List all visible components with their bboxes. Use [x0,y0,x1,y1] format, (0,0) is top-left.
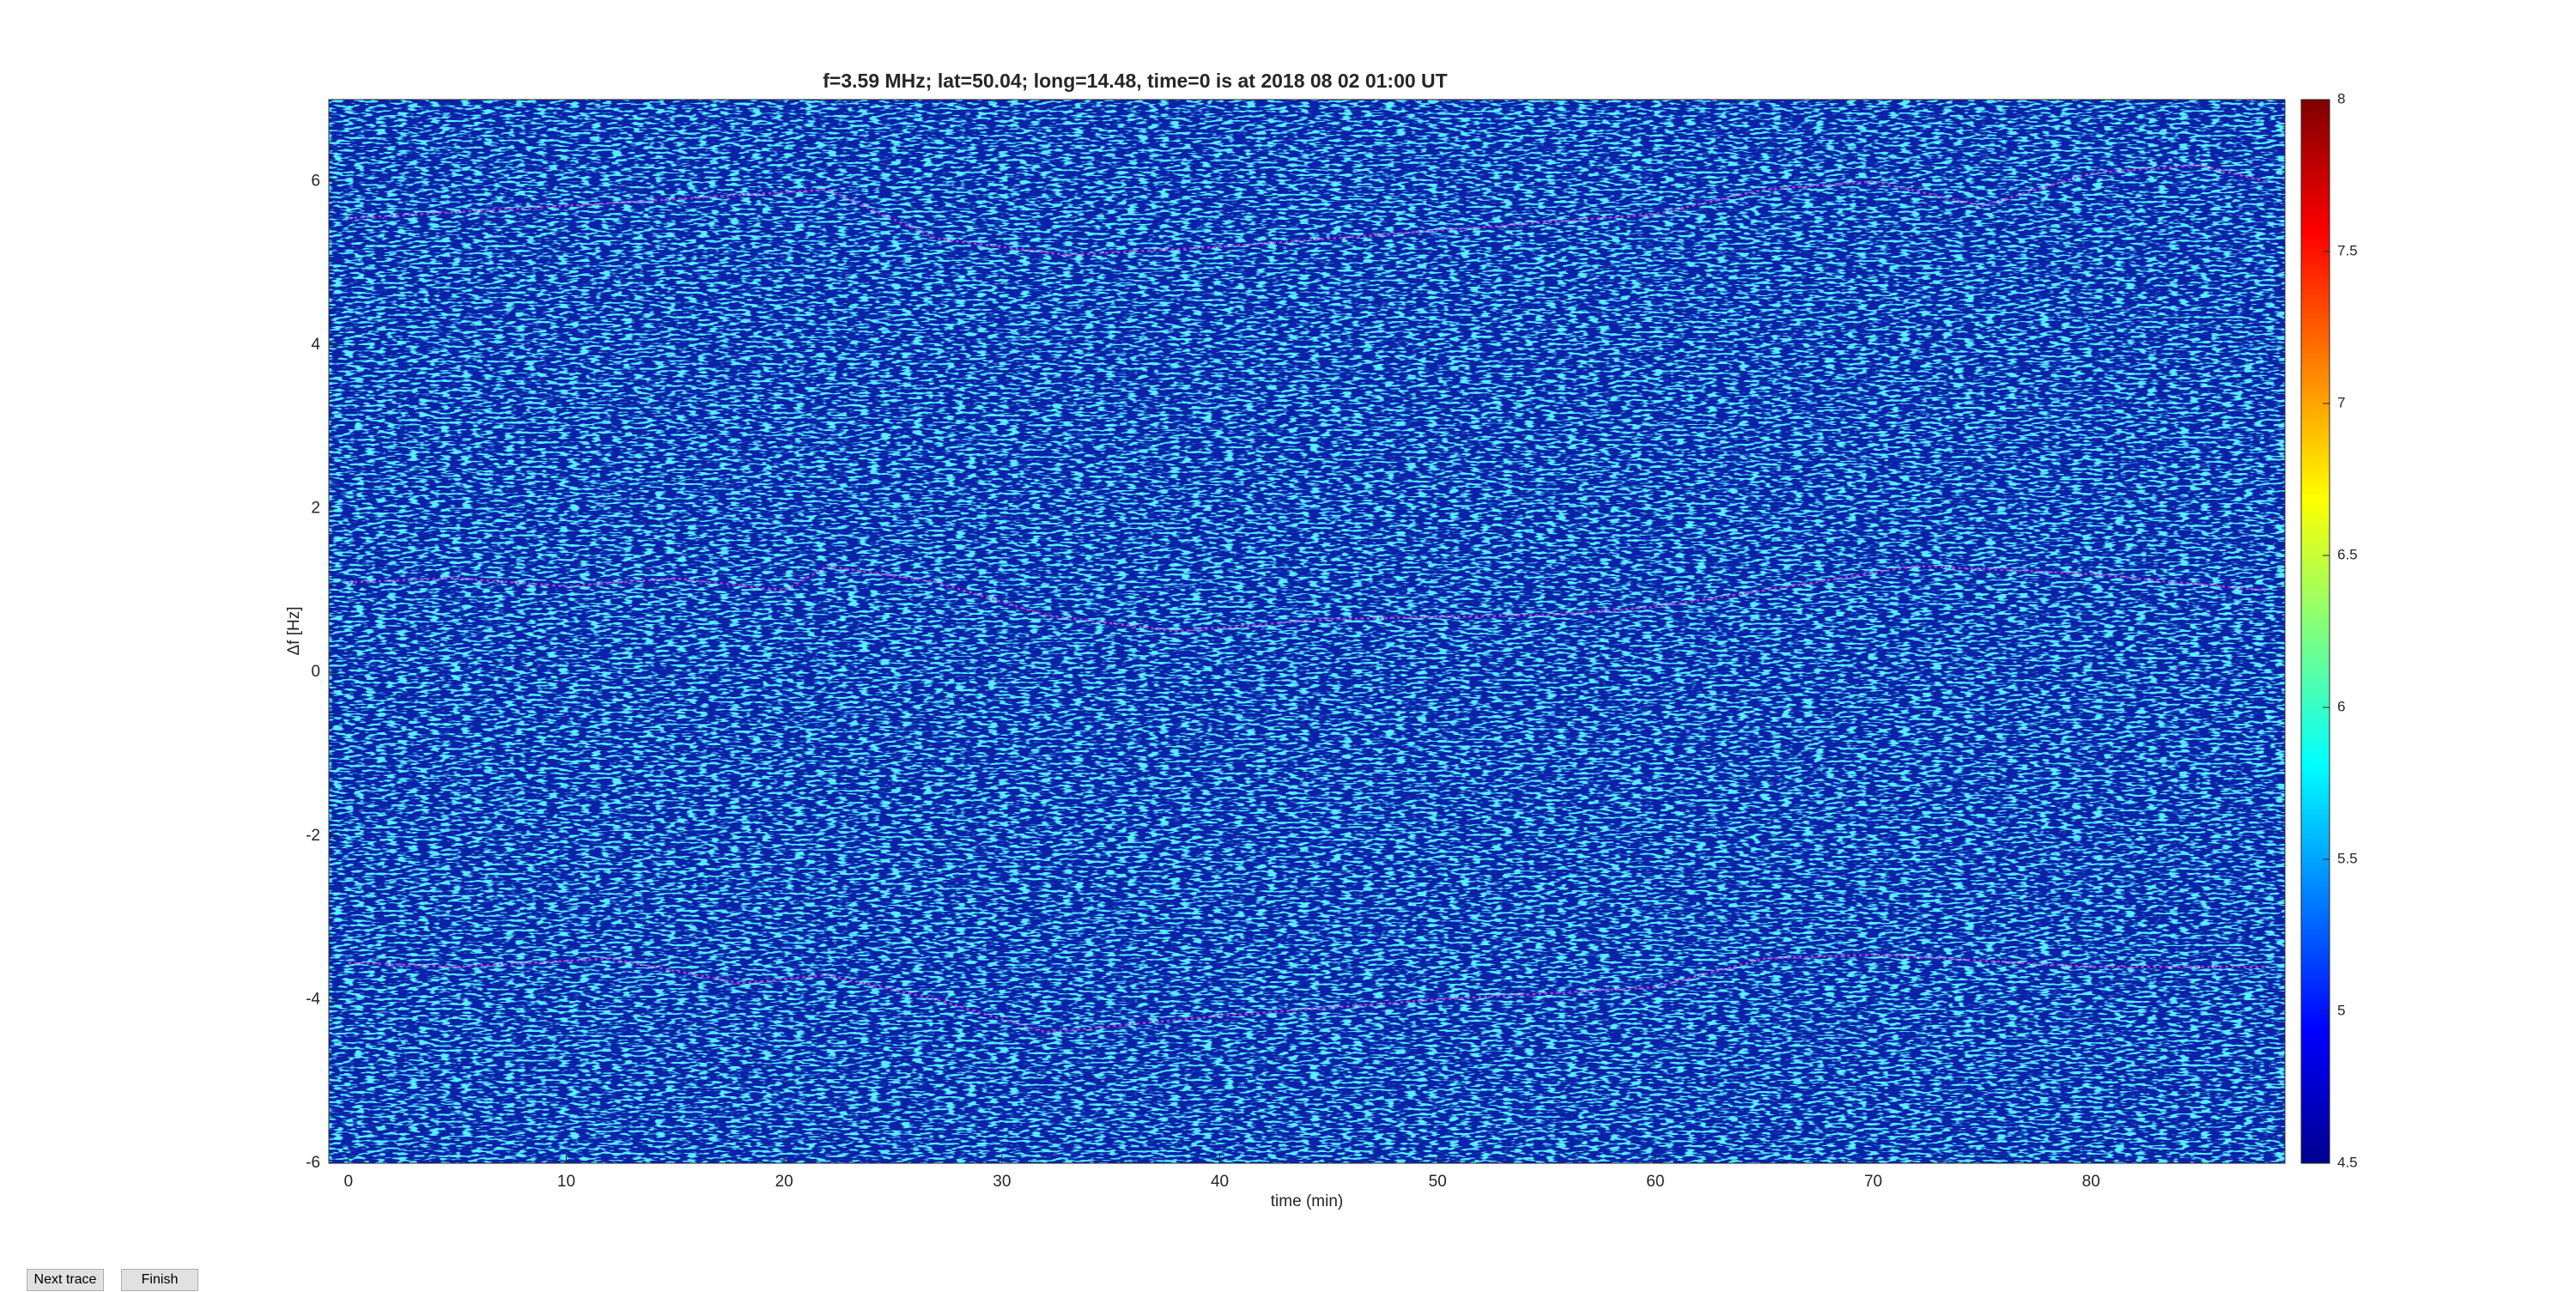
x-tick-label: 40 [1211,1173,1229,1191]
trace-line [348,564,2266,633]
finish-button[interactable]: Finish [121,1269,198,1291]
colorbar-tick-label: 4.5 [2337,1154,2358,1170]
colorbar-tick-label: 6.5 [2337,546,2358,562]
x-tick-label: 30 [993,1173,1011,1191]
y-tick-label: 2 [311,500,320,518]
y-tick-label: -2 [306,827,320,845]
chart-title: f=3.59 MHz; lat=50.04; long=14.48, time=… [823,70,1447,92]
trace-line [348,953,2266,1034]
y-tick-label: 4 [311,336,320,354]
x-tick-label: 70 [1864,1173,1882,1191]
x-tick-label: 80 [2082,1173,2100,1191]
colorbar-tick-label: 8 [2337,90,2345,106]
colorbar [2300,99,2330,1164]
plot-frame [328,99,2286,1164]
colorbar-tick-label: 6 [2337,698,2345,714]
spectrogram-noise [329,100,2285,1163]
colorbar-tick-label: 7.5 [2337,242,2358,258]
colorbar-tick-label: 5 [2337,1002,2345,1018]
next-trace-button[interactable]: Next trace [27,1269,104,1291]
colorbar-tick-label: 5.5 [2337,850,2358,866]
page: f=3.59 MHz; lat=50.04; long=14.48, time=… [27,70,2358,1291]
x-tick-label: 10 [557,1173,575,1191]
colorbar-tick-label: 7 [2337,394,2345,410]
y-tick-label: -4 [306,990,320,1008]
trace-line [348,163,2266,257]
x-axis-label: time (min) [1271,1192,1343,1210]
y-tick-label: 6 [311,172,320,190]
chart: f=3.59 MHz; lat=50.04; long=14.48, time=… [285,70,2358,1210]
y-tick-label: -6 [306,1154,320,1172]
y-axis-label: Δf [Hz] [285,606,303,655]
x-tick-label: 50 [1429,1173,1447,1191]
y-tick-label: 0 [311,663,320,681]
x-tick-label: 60 [1646,1173,1664,1191]
x-tick-label: 20 [775,1173,793,1191]
x-tick-label: 0 [344,1173,354,1191]
